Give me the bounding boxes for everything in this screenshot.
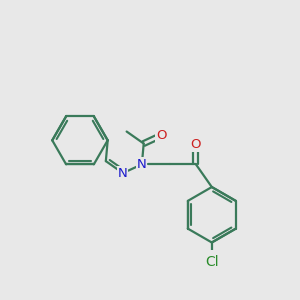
Text: O: O <box>156 129 166 142</box>
Text: N: N <box>118 167 128 180</box>
Text: O: O <box>191 138 201 151</box>
Text: N: N <box>137 158 147 171</box>
Text: Cl: Cl <box>205 255 219 269</box>
